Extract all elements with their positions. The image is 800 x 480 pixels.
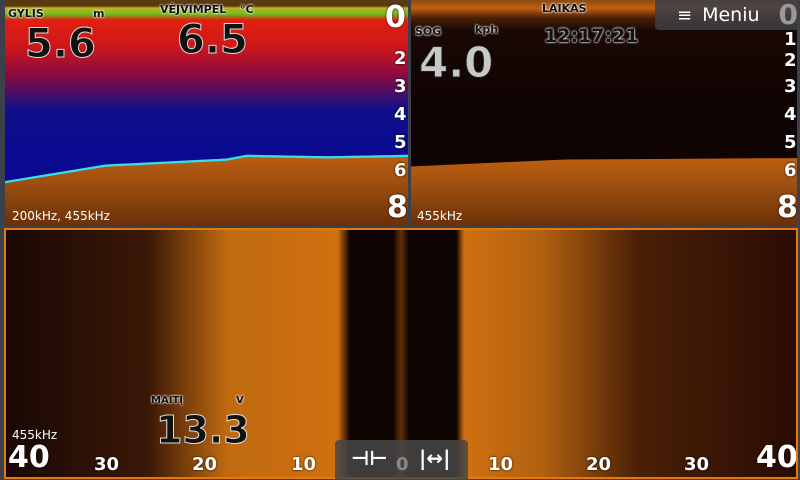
- zoom-out-range-button[interactable]: |↔|: [419, 446, 451, 470]
- sog-unit: kph: [475, 23, 499, 36]
- range-control: ⊣⊢ 0 |↔|: [335, 440, 468, 480]
- depth-scale-6: 6: [784, 160, 797, 181]
- frequency-label: 455kHz: [417, 209, 463, 223]
- hamburger-icon: ≡: [677, 4, 693, 26]
- range-left-10: 10: [291, 454, 317, 475]
- depth-scale-8: 8: [777, 190, 797, 225]
- range-left-40: 40: [8, 440, 50, 475]
- menu-button[interactable]: ≡ Meniu 0: [655, 0, 800, 30]
- depth-scale-5: 5: [394, 132, 407, 153]
- depth-scale-8: 8: [387, 190, 408, 225]
- depth-value: 5.6: [25, 21, 97, 67]
- depth-scale-2: 2: [394, 48, 407, 69]
- downscan-sonar-panel[interactable]: GYLIS m 5.6 VĖJVIMPEL °C 6.5 0 2 3 4 5 6…: [5, 0, 408, 226]
- depth-scale-0: 0: [385, 0, 406, 35]
- range-right-30: 30: [684, 454, 710, 475]
- range-left-30: 30: [94, 454, 120, 475]
- time-value: 12:17:21: [544, 25, 639, 47]
- range-left-20: 20: [192, 454, 218, 475]
- temp-value: 6.5: [177, 17, 249, 63]
- depth-scale-0: 0: [778, 0, 798, 31]
- voltage-unit: V: [236, 395, 244, 406]
- depth-scale-4: 4: [394, 104, 407, 125]
- temp-label: VĖJVIMPEL: [160, 3, 227, 16]
- range-right-20: 20: [586, 454, 612, 475]
- voltage-label: MAITĮ: [151, 395, 183, 406]
- depth-unit: m: [93, 7, 105, 20]
- range-center: 0: [396, 454, 409, 475]
- depth-scale-5: 5: [784, 132, 797, 153]
- frequency-label: 455kHz: [12, 428, 58, 442]
- clearvu-sonar-panel[interactable]: SOG kph 4.0 LAIKAS 12:17:21 1 2 3 4 5 6 …: [411, 0, 797, 226]
- zoom-in-range-button[interactable]: ⊣⊢: [351, 446, 388, 470]
- depth-label: GYLIS: [8, 7, 44, 20]
- range-right-10: 10: [488, 454, 514, 475]
- range-right-40: 40: [756, 440, 798, 475]
- depth-scale-6: 6: [394, 160, 407, 181]
- depth-scale-4: 4: [784, 104, 797, 125]
- time-label: LAIKAS: [542, 2, 587, 15]
- frequency-label: 200kHz, 455kHz: [12, 209, 110, 223]
- seabed: [411, 158, 797, 226]
- sog-value: 4.0: [418, 38, 494, 87]
- sog-label: SOG: [415, 25, 442, 38]
- menu-label: Meniu: [702, 4, 760, 26]
- depth-scale-2: 2: [784, 50, 797, 71]
- depth-scale-1: 1: [784, 29, 797, 50]
- depth-scale-3: 3: [784, 76, 797, 97]
- sidescan-sonar-panel[interactable]: 455kHz MAITĮ V 13.3 40 30 20 10 10 20 30…: [4, 228, 798, 479]
- voltage-value: 13.3: [156, 408, 251, 453]
- depth-scale-3: 3: [394, 76, 407, 97]
- temp-unit: °C: [240, 3, 254, 16]
